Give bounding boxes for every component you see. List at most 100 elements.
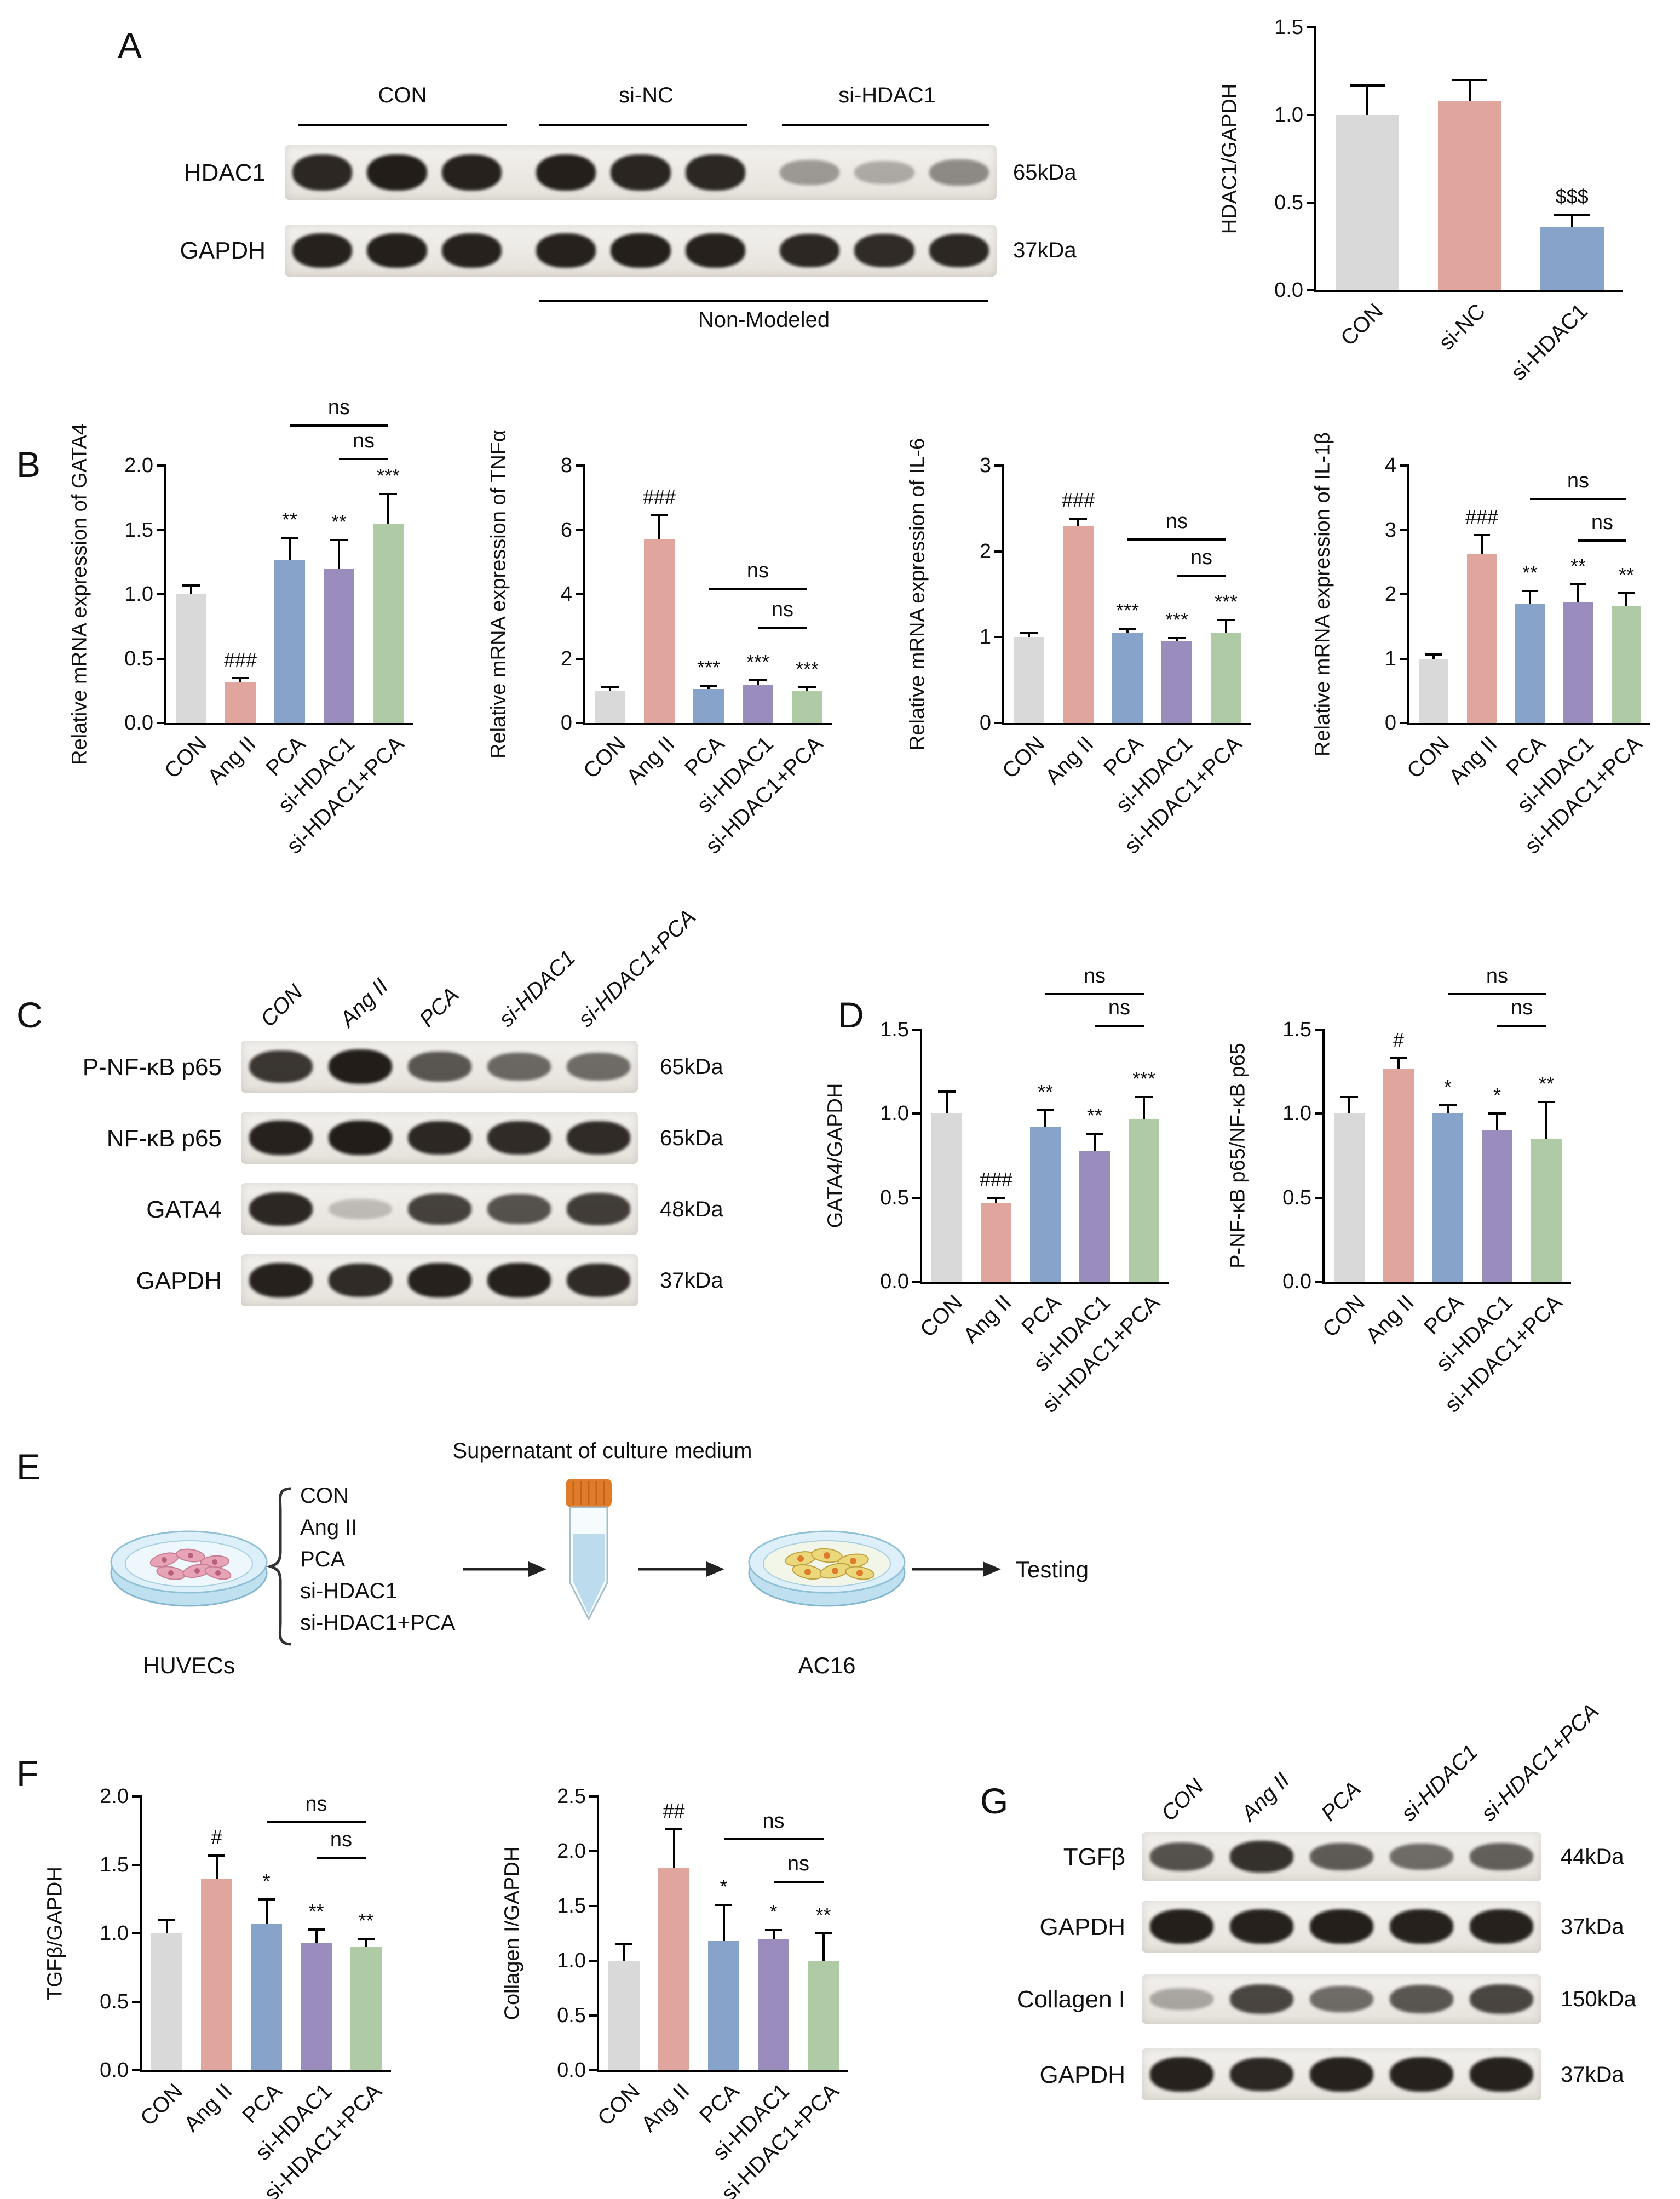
y-axis-label: P-NF-κB p65/NF-κB p65: [1226, 1043, 1250, 1268]
wb-col-label-pca: PCA: [415, 983, 464, 1032]
y-tick-label: 4: [560, 583, 572, 606]
significance-label: **: [1538, 1072, 1555, 1095]
y-tick-label: 8: [560, 454, 572, 477]
y-tick: [132, 1932, 142, 1934]
y-tick-label: 2.5: [557, 1785, 586, 1808]
wb-band: [328, 1263, 392, 1297]
comparison-line: [316, 1857, 366, 1859]
wb-row-label-collagen1: Collagen I: [1016, 1986, 1125, 2013]
x-tick-label: CON: [135, 2079, 187, 2131]
comparison-label: ns: [1165, 510, 1188, 533]
bar-si-HDAC1+PCA: [373, 523, 404, 723]
wb-band: [1149, 1909, 1214, 1944]
bar-si-HDAC1+PCA: [1611, 606, 1642, 723]
comparison-line: [758, 626, 807, 629]
error-bar-cap: [1452, 79, 1488, 81]
error-bar-cap: [1217, 619, 1235, 621]
y-tick-label: 0: [1384, 711, 1396, 734]
error-bar: [1625, 593, 1627, 606]
y-tick-label: 0.0: [1282, 1270, 1311, 1293]
significance-label: ***: [795, 658, 819, 681]
comparison-line: [709, 588, 807, 590]
chart-mrna-tnfa: 0 2 4 6 8 Relative mRNA expression of TNFα CON…: [487, 430, 832, 859]
comparison-label: ns: [327, 395, 350, 419]
wb-col-label-con-g: CON: [1157, 1774, 1209, 1826]
error-bar-cap: [307, 1928, 325, 1931]
wb-strip-gapdh-a: [285, 225, 997, 277]
panel-label-b: B: [16, 444, 41, 485]
wb-band: [487, 1263, 551, 1297]
error-bar-cap: [1086, 1133, 1103, 1135]
wb-band: [566, 1053, 630, 1081]
bar-Ang II: [225, 681, 256, 723]
y-tick-label: 1.0: [124, 583, 153, 606]
y-tick: [912, 1281, 922, 1283]
wb-band: [1229, 1841, 1294, 1873]
y-tick-label: 0.5: [100, 1990, 129, 2013]
wb-kda-hdac1: 65kDa: [1013, 160, 1077, 185]
error-bar-cap: [1340, 1095, 1358, 1098]
ac16-label: AC16: [798, 1652, 855, 1678]
error-bar: [822, 1933, 825, 1961]
y-tick-label: 1.0: [557, 1949, 586, 1972]
significance-label: *: [1443, 1076, 1452, 1098]
wb-strip-gapdh-g2: [1142, 2048, 1541, 2100]
y-tick: [1307, 114, 1316, 116]
error-bar: [1044, 1110, 1046, 1127]
error-bar-cap: [1618, 592, 1635, 594]
x-tick-label: CON: [160, 732, 212, 783]
error-bar: [995, 1197, 997, 1203]
x-tick-label: CON: [1336, 299, 1388, 351]
wb-band: [536, 154, 596, 191]
wb-kda-collagen1: 150kDa: [1561, 1987, 1636, 2011]
experiment-workflow-diagram: Supernatant of culture medium HUVECs CON: [110, 1439, 1089, 1678]
y-tick-label: 1.0: [880, 1102, 909, 1126]
bar-CON: [608, 1961, 640, 2070]
y-tick: [157, 657, 166, 660]
significance-label: ***: [1132, 1067, 1156, 1090]
lane-group-label-con: CON: [378, 83, 427, 107]
y-tick-label: 3: [1384, 518, 1396, 542]
wb-band: [367, 233, 427, 268]
y-tick: [1315, 1281, 1325, 1283]
y-tick: [1315, 1196, 1325, 1199]
wb-row-label-gata4: GATA4: [146, 1196, 222, 1223]
error-bar: [365, 1939, 367, 1947]
lane-group-label-si-hdac1: si-HDAC1: [838, 83, 936, 107]
chart-mrna-gata4: 0.0 0.5 1.0 1.5 2.0 Relative mRNA expression …: [68, 396, 413, 859]
wb-kda-gapdh-g1: 37kDa: [1561, 1915, 1624, 1939]
chart-mrna-il6: 0 1 2 3 Relative mRNA expression of IL-6 CON #…: [906, 438, 1251, 859]
wb-band: [929, 233, 989, 268]
error-bar: [1469, 80, 1471, 101]
wb-kda-gapdh-c: 37kDa: [660, 1268, 723, 1293]
y-tick: [994, 464, 1004, 467]
wb-row-label-tgfb: TGFβ: [1063, 1844, 1125, 1870]
error-bar: [338, 540, 340, 569]
error-bar: [707, 686, 710, 690]
wb-row-label-hdac1: HDAC1: [183, 159, 266, 186]
y-axis-label: Relative mRNA expression of GATA4: [68, 423, 91, 765]
wb-band: [566, 1263, 630, 1297]
error-bar-cap: [330, 539, 348, 542]
significance-label: ###: [979, 1168, 1013, 1191]
bar-si-HDAC1: [1563, 602, 1593, 723]
wb-band: [487, 1193, 551, 1224]
culture-tube-icon: [566, 1479, 612, 1620]
wb-kda-gata4: 48kDa: [660, 1197, 723, 1221]
wb-kda-pnfkb: 65kDa: [660, 1055, 723, 1079]
wb-band: [292, 233, 352, 268]
y-tick-label: 3: [979, 454, 991, 477]
lane-group-label-si-nc: si-NC: [619, 83, 674, 107]
wb-band: [487, 1052, 551, 1081]
x-tick-label: CON: [1402, 732, 1454, 783]
error-bar-cap: [615, 1943, 633, 1945]
error-bar-cap: [1135, 1095, 1153, 1098]
group-underline: [539, 124, 747, 126]
y-tick-label: 1.0: [1282, 1102, 1311, 1126]
y-axis-label: TGFβ/GAPDH: [43, 1867, 67, 2000]
wb-kda-nfkb: 65kDa: [660, 1126, 723, 1150]
y-tick: [1400, 722, 1409, 724]
comparison-line: [1127, 538, 1226, 541]
significance-label: **: [815, 1904, 831, 1926]
bar-CON: [151, 1933, 182, 2070]
